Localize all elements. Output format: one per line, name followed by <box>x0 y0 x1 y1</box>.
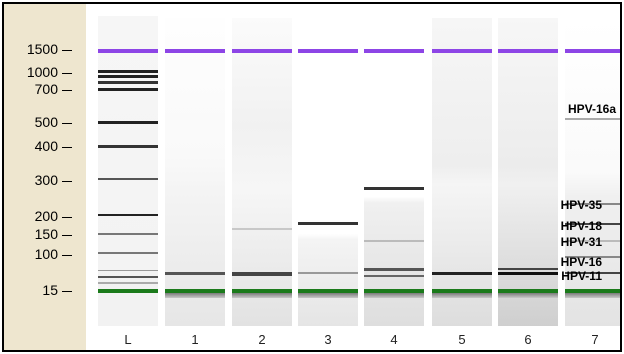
lower-smear <box>165 293 225 298</box>
dna-band <box>98 121 158 124</box>
lane-label-5: 5 <box>458 332 466 347</box>
dna-band <box>565 223 620 225</box>
upper-marker-band <box>98 49 158 53</box>
size-label-100: 100 <box>34 246 58 262</box>
dna-band <box>98 75 158 78</box>
size-label-200: 200 <box>34 208 58 224</box>
size-label-300: 300 <box>34 172 58 188</box>
upper-marker-band <box>565 49 620 53</box>
dna-band <box>498 268 558 270</box>
dna-band <box>565 272 620 274</box>
lane-label-6: 6 <box>524 332 532 347</box>
size-tick-15 <box>62 291 72 292</box>
dna-band <box>432 272 492 275</box>
lane-label-1: 1 <box>191 332 199 347</box>
dna-band <box>298 222 358 225</box>
dna-band <box>98 88 158 91</box>
dna-band <box>364 268 424 271</box>
size-tick-1000 <box>62 73 72 74</box>
dna-band <box>298 272 358 274</box>
size-tick-300 <box>62 181 72 182</box>
size-tick-100 <box>62 255 72 256</box>
size-tick-1500 <box>62 50 72 51</box>
upper-marker-band <box>498 49 558 53</box>
size-label-1500: 1500 <box>26 41 58 57</box>
annotation-hpv-31: HPV-31 <box>560 235 602 249</box>
lane-label-2: 2 <box>258 332 266 347</box>
lane-6 <box>498 18 558 326</box>
size-label-15: 15 <box>42 282 58 298</box>
lane-ladder <box>98 16 158 326</box>
dna-band <box>98 252 158 254</box>
lower-marker-band <box>98 289 158 293</box>
size-tick-400 <box>62 147 72 148</box>
lower-marker-band <box>232 289 292 293</box>
lower-smear <box>298 293 358 298</box>
dna-band <box>364 240 424 242</box>
size-label-700: 700 <box>34 81 58 97</box>
dna-band <box>565 256 620 258</box>
annotation-hpv-11: HPV-11 <box>561 269 602 283</box>
size-tick-150 <box>62 235 72 236</box>
lower-marker-band <box>364 289 424 293</box>
dna-band <box>98 145 158 148</box>
dna-band <box>98 81 158 84</box>
dna-band <box>364 187 424 190</box>
dna-band <box>364 275 424 277</box>
dna-band <box>165 272 225 275</box>
lane-label-7: 7 <box>591 332 599 347</box>
lane-2 <box>232 18 292 326</box>
lower-marker-band <box>565 289 620 293</box>
size-label-400: 400 <box>34 138 58 154</box>
dna-band <box>565 118 620 120</box>
upper-marker-band <box>432 49 492 53</box>
size-marker-panel <box>4 4 86 350</box>
dna-band <box>98 270 158 271</box>
lane-label-3: 3 <box>324 332 332 347</box>
size-tick-700 <box>62 90 72 91</box>
annotation-hpv-35: HPV-35 <box>560 198 602 212</box>
upper-marker-band <box>165 49 225 53</box>
lower-smear <box>565 293 620 298</box>
upper-marker-band <box>232 49 292 53</box>
dna-band <box>565 240 620 242</box>
lane-5 <box>432 18 492 326</box>
dna-band <box>232 228 292 230</box>
lower-smear <box>232 293 292 298</box>
dna-band <box>565 203 620 205</box>
annotation-hpv-18: HPV-18 <box>560 219 602 233</box>
lane-label-ladder: L <box>124 332 132 347</box>
lane-3 <box>298 18 358 326</box>
lower-marker-band <box>165 289 225 293</box>
size-tick-500 <box>62 123 72 124</box>
dna-band <box>498 272 558 275</box>
upper-marker-band <box>364 49 424 53</box>
upper-marker-band <box>298 49 358 53</box>
size-label-1000: 1000 <box>26 64 58 80</box>
lane-4 <box>364 18 424 326</box>
lane-label-4: 4 <box>390 332 398 347</box>
dna-band <box>98 178 158 180</box>
size-label-500: 500 <box>34 114 58 130</box>
dna-band <box>232 272 292 276</box>
dna-band <box>98 214 158 216</box>
dna-band <box>98 276 158 278</box>
lane-1 <box>165 18 225 326</box>
lower-marker-band <box>432 289 492 293</box>
lower-smear <box>432 293 492 298</box>
lane-7 <box>565 18 620 326</box>
lower-smear <box>364 293 424 298</box>
dna-band <box>98 233 158 235</box>
lower-smear <box>498 293 558 298</box>
dna-band <box>98 70 158 73</box>
annotation-hpv-16a: HPV-16a <box>567 102 616 116</box>
annotation-hpv-16: HPV-16 <box>560 255 602 269</box>
size-label-150: 150 <box>34 226 58 242</box>
lower-marker-band <box>298 289 358 293</box>
lower-marker-band <box>498 289 558 293</box>
size-tick-200 <box>62 217 72 218</box>
dna-band <box>98 282 158 284</box>
